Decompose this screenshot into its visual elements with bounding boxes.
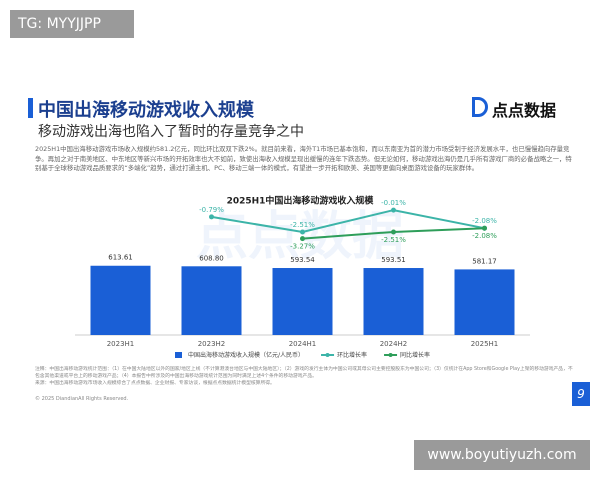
slide (10, 78, 590, 416)
legend-label: 环比增长率 (337, 351, 367, 359)
notes: 注释：中国出海移动游戏统计范围：（1）在中国大陆地区以外的国家/地区上线（不计算… (35, 366, 575, 387)
legend-swatch (388, 353, 393, 357)
top-badge: TG: MYYJJPP (10, 10, 134, 38)
slide-subtitle: 移动游戏出海也陷入了暂时的存量竞争之中 (38, 124, 304, 140)
body-text: 2025H1中国出海移动游戏市场收入规模约581.2亿元，同比环比双双下跌2%。… (35, 145, 572, 172)
note: 来源：中国出海移动游戏市场收入规模综合了点点数据、企业财报、专家访谈，根据点点数… (35, 381, 275, 386)
logo-icon (472, 97, 488, 117)
data-label: 608.80 (199, 254, 224, 262)
note: 注释：中国出海移动游戏统计范围：（1）在中国大陆地区以外的国家/地区上线（不计算… (35, 367, 573, 379)
data-label: 613.61 (108, 254, 133, 262)
data-label: -2.08% (472, 232, 497, 240)
data-label: 593.51 (381, 256, 406, 264)
chart-title: 2025H1中国出海移动游戏收入规模 (227, 195, 375, 207)
x-tick-label: 2023H1 (107, 340, 135, 348)
bar (90, 265, 151, 335)
legend-swatch (175, 352, 182, 358)
data-label: -0.01% (381, 199, 406, 207)
x-tick-label: 2025H1 (471, 340, 499, 348)
point (482, 225, 487, 231)
logo-text: 点点数据 (492, 101, 557, 120)
legend-label: 中国出海移动游戏收入规模（亿元/人民币） (188, 351, 304, 359)
data-label: -3.27% (290, 243, 315, 251)
x-tick-label: 2024H1 (289, 340, 317, 348)
line (211, 209, 485, 233)
data-label: -2.51% (381, 236, 406, 244)
data-label: 593.54 (290, 256, 315, 264)
data-label: -2.08% (472, 217, 497, 225)
point (209, 214, 214, 220)
point (391, 229, 396, 235)
legend-label: 同比增长率 (400, 351, 430, 359)
point (391, 207, 396, 213)
data-label: -0.79% (199, 206, 224, 214)
data-label: 581.17 (472, 257, 497, 265)
bottom-badge: www.boyutiyuzh.com (414, 440, 590, 470)
point (300, 229, 305, 235)
slide-title: 中国出海移动游戏收入规模 (38, 100, 254, 121)
bar (272, 268, 333, 335)
data-label: -2.51% (290, 221, 315, 229)
background-watermark: 点点数据 (196, 207, 404, 267)
copyright: © 2025 DiandianAll Rights Reserved. (35, 396, 129, 402)
page-number: 9 (572, 382, 590, 406)
bar (181, 266, 242, 335)
point (300, 236, 305, 242)
x-tick-label: 2024H2 (380, 340, 408, 348)
x-tick-label: 2023H2 (198, 340, 226, 348)
title-accent (28, 98, 33, 118)
bar (454, 269, 515, 335)
legend-swatch (325, 353, 330, 357)
bar (363, 268, 424, 335)
